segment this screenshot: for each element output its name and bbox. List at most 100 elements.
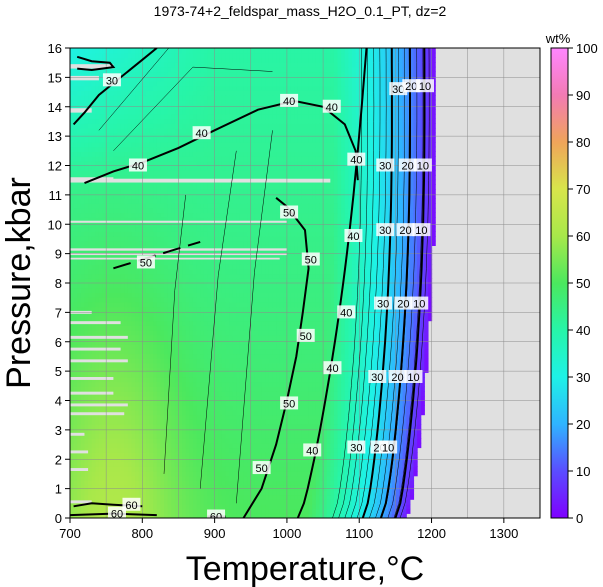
heatmap-cell [265, 424, 270, 430]
heatmap-cell [377, 428, 382, 434]
heatmap-cell [70, 405, 75, 411]
heatmap-cell [236, 381, 241, 387]
heatmap-cell [409, 381, 415, 387]
heatmap-cell [84, 353, 89, 359]
heatmap-cell [192, 428, 198, 434]
heatmap-cell [102, 438, 107, 444]
heatmap-cell [113, 301, 118, 308]
heatmap-cell [380, 456, 386, 463]
heatmap-cell [326, 315, 331, 322]
heatmap-cell [330, 456, 335, 463]
heatmap-cell [352, 414, 357, 420]
heatmap-cell [149, 348, 154, 355]
heatmap-cell [326, 400, 331, 406]
heatmap-cell [362, 489, 368, 496]
heatmap-cell [294, 315, 299, 322]
heatmap-cell [174, 494, 180, 500]
heatmap-cell [221, 480, 227, 486]
heatmap-cell [239, 320, 245, 326]
heatmap-cell [261, 433, 266, 439]
heatmap-cell [420, 377, 425, 383]
heatmap-cell [373, 409, 378, 416]
heatmap-cell [420, 325, 425, 331]
heatmap-cell [276, 381, 281, 387]
heatmap-cell [402, 362, 407, 369]
heatmap-cell [247, 339, 252, 345]
heatmap-cell [164, 306, 169, 312]
heatmap-cell [174, 433, 180, 439]
heatmap-cell [297, 419, 302, 425]
heatmap-cell [301, 381, 306, 387]
heatmap-cell [160, 372, 165, 378]
heatmap-cell [341, 381, 346, 387]
heatmap-cell [297, 428, 302, 434]
heatmap-cell [164, 494, 169, 500]
heatmap-cell [279, 499, 284, 505]
heatmap-cell [250, 315, 255, 322]
heatmap-cell [192, 461, 198, 467]
heatmap-cell [178, 424, 183, 430]
heatmap-cell [348, 287, 353, 293]
heatmap-cell [178, 334, 183, 340]
heatmap-cell [113, 461, 118, 467]
heatmap-field [70, 48, 436, 518]
heatmap-cell [138, 348, 143, 355]
heatmap-cell [73, 438, 78, 444]
heatmap-cell [70, 447, 75, 453]
heatmap-cell [388, 409, 393, 416]
heatmap-cell [70, 283, 75, 289]
heatmap-cell [102, 353, 107, 359]
heatmap-cell [153, 452, 158, 458]
heatmap-cell [218, 400, 223, 406]
heatmap-cell [117, 287, 122, 293]
heatmap-cell [380, 475, 386, 481]
heatmap-cell [160, 456, 165, 463]
heatmap-cell [196, 405, 201, 411]
heatmap-cell [131, 348, 136, 355]
heatmap-cell [214, 301, 219, 308]
heatmap-cell [265, 297, 270, 303]
heatmap-cell [131, 301, 136, 308]
heatmap-cell [77, 362, 82, 369]
heatmap-cell [236, 358, 241, 364]
heatmap-cell [138, 485, 143, 491]
heatmap-cell [185, 377, 190, 383]
heatmap-cell [178, 372, 183, 378]
heatmap-cell [138, 395, 143, 402]
heatmap-cell [250, 334, 255, 340]
heatmap-cell [319, 344, 324, 350]
heatmap-cell [106, 344, 111, 350]
heatmap-cell [294, 311, 299, 317]
heatmap-cell [120, 442, 125, 449]
heatmap-cell [70, 330, 75, 336]
heatmap-cell [391, 414, 396, 420]
heatmap-cell [294, 320, 299, 326]
heatmap-cell [279, 409, 284, 416]
heatmap-cell [305, 311, 310, 317]
heatmap-cell [211, 372, 216, 378]
heatmap-cell [171, 283, 176, 289]
heatmap-cell [276, 377, 281, 383]
heatmap-cell [131, 494, 136, 500]
heatmap-cell [211, 315, 216, 322]
heatmap-cell [272, 339, 277, 345]
heatmap-cell [323, 315, 328, 322]
heatmap-cell [142, 278, 147, 284]
heatmap-cell [131, 381, 136, 387]
heatmap-cell [417, 405, 422, 411]
heatmap-cell [113, 381, 118, 387]
heatmap-cell [391, 480, 396, 486]
heatmap-cell [88, 292, 93, 298]
heatmap-cell [399, 395, 404, 402]
heatmap-cell [384, 503, 389, 510]
heatmap-cell [406, 409, 411, 416]
heatmap-cell [294, 391, 299, 397]
heatmap-cell [211, 297, 216, 303]
heatmap-cell [145, 358, 151, 364]
heatmap-cell [207, 424, 212, 430]
heatmap-cell [102, 456, 107, 463]
heatmap-cell [138, 325, 143, 331]
heatmap-cell [272, 419, 277, 425]
heatmap-cell [232, 377, 237, 383]
heatmap-cell [120, 480, 125, 486]
